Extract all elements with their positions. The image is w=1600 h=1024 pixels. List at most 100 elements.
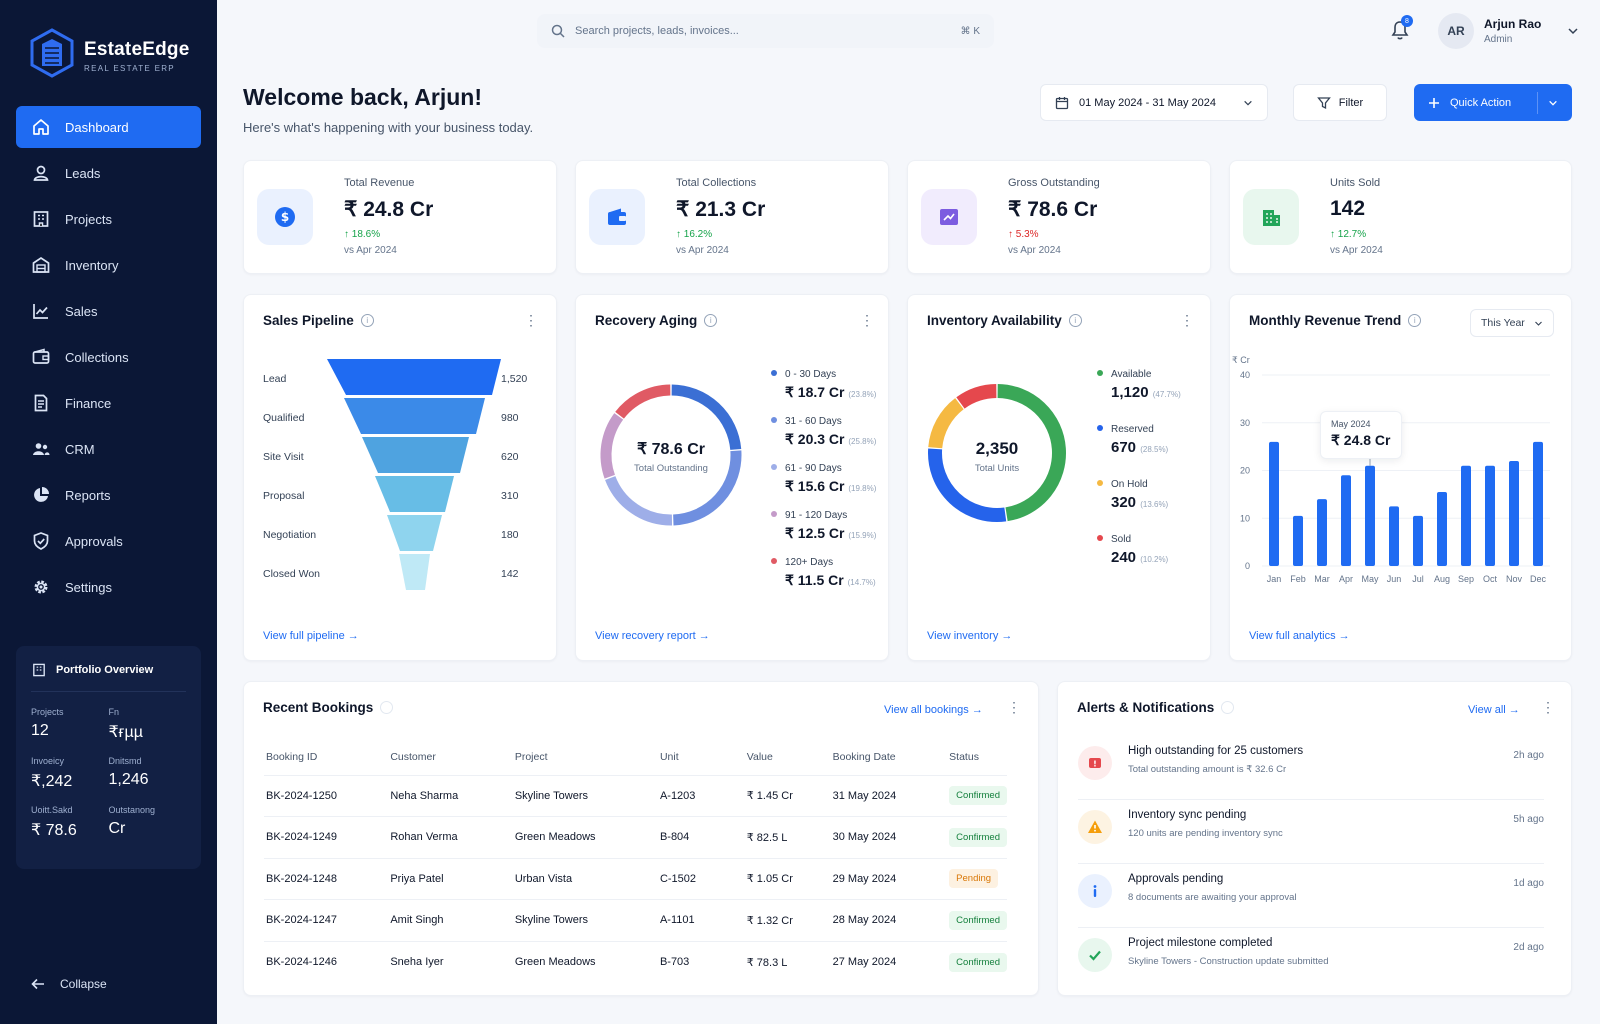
- sidebar-item-dashboard[interactable]: Dashboard: [16, 106, 201, 148]
- funnel-stage-lead[interactable]: [327, 359, 501, 395]
- bar-aug[interactable]: [1437, 491, 1447, 566]
- alert-title: Approvals pending: [1128, 873, 1224, 885]
- brand[interactable]: EstateEdge REAL ESTATE ERP: [30, 28, 189, 83]
- more-options-icon[interactable]: ⋮: [1541, 699, 1555, 715]
- table-row[interactable]: BK-2024-1248 Priya Patel Urban Vista C-1502…: [264, 858, 1007, 900]
- column-header[interactable]: Booking Date: [830, 739, 948, 776]
- date-range-picker[interactable]: 01 May 2024 - 31 May 2024: [1040, 84, 1268, 121]
- more-options-icon[interactable]: ⋮: [1180, 312, 1194, 328]
- sidebar-item-inventory[interactable]: Inventory: [16, 244, 201, 286]
- inventory-donut-segment[interactable]: [956, 384, 997, 409]
- table-row[interactable]: BK-2024-1249 Rohan Verma Green Meadows B-80…: [264, 816, 1007, 859]
- column-header[interactable]: Status: [947, 739, 1007, 776]
- table-row[interactable]: BK-2024-1250 Neha Sharma Skyline Towers A-1…: [264, 775, 1007, 817]
- view-pipeline-link[interactable]: View full pipeline →: [263, 630, 359, 642]
- column-header[interactable]: Booking ID: [264, 739, 389, 776]
- logo-icon: [30, 28, 74, 83]
- bar-jun[interactable]: [1389, 506, 1399, 566]
- period-select[interactable]: This Year: [1470, 309, 1554, 337]
- info-icon[interactable]: [380, 701, 394, 714]
- quick-action-button[interactable]: Quick Action: [1414, 84, 1572, 121]
- bar-jan[interactable]: [1269, 441, 1279, 566]
- legend-label: 31 - 60 Days: [785, 416, 842, 427]
- info-icon[interactable]: i: [360, 314, 374, 327]
- kpi-card-total-revenue[interactable]: $ Total Revenue ₹ 24.8 Cr ↑ 18.6% vs Apr…: [243, 160, 557, 274]
- info-icon[interactable]: [1221, 701, 1235, 714]
- funnel-stage-negotiation[interactable]: [387, 515, 442, 551]
- card-title-text: Inventory Availability: [927, 313, 1062, 328]
- search-input[interactable]: [575, 25, 951, 37]
- recovery-donut-segment[interactable]: [672, 450, 742, 526]
- bar-mar[interactable]: [1317, 499, 1327, 566]
- column-header[interactable]: Project: [512, 739, 658, 776]
- bar-may[interactable]: [1365, 465, 1375, 566]
- sidebar-item-crm[interactable]: CRM: [16, 428, 201, 470]
- view-recovery-report-link[interactable]: View recovery report →: [595, 630, 710, 642]
- kpi-card-units-sold[interactable]: Units Sold 142 ↑ 12.7% vs Apr 2024: [1229, 160, 1572, 274]
- legend-label: 120+ Days: [785, 557, 834, 568]
- chevron-down-icon[interactable]: [1548, 98, 1558, 108]
- status-cell: Confirmed: [947, 816, 1007, 859]
- view-all-alerts-link[interactable]: View all →: [1468, 704, 1520, 716]
- recovery-donut-segment[interactable]: [605, 475, 673, 526]
- table-row[interactable]: BK-2024-1247 Amit Singh Skyline Towers A-11…: [264, 899, 1007, 942]
- sidebar-item-label: Reports: [65, 487, 111, 503]
- info-icon[interactable]: i: [704, 314, 718, 327]
- recovery-donut-segment[interactable]: [671, 384, 742, 451]
- notifications-button[interactable]: 8: [1391, 15, 1413, 45]
- sidebar-item-finance[interactable]: Finance: [16, 382, 201, 424]
- filter-button[interactable]: Filter: [1293, 84, 1387, 121]
- filter-icon: [1316, 96, 1331, 109]
- info-icon[interactable]: i: [1068, 314, 1082, 327]
- bar-nov[interactable]: [1509, 460, 1519, 566]
- legend-dot: [771, 511, 777, 517]
- alert-item[interactable]: ! High outstanding for 25 customers Tota…: [1078, 738, 1544, 800]
- alert-item[interactable]: Project milestone completed Skyline Towe…: [1078, 930, 1544, 992]
- sidebar-item-sales[interactable]: Sales: [16, 290, 201, 332]
- info-icon[interactable]: i: [1408, 314, 1422, 327]
- inventory-donut-segment[interactable]: [928, 448, 1007, 522]
- user-menu[interactable]: AR Arjun Rao Admin: [1438, 13, 1579, 49]
- bar-jul[interactable]: [1413, 515, 1423, 566]
- sidebar-item-leads[interactable]: Leads: [16, 152, 201, 194]
- funnel-stage-site-visit[interactable]: [362, 437, 469, 473]
- view-inventory-link[interactable]: View inventory →: [927, 630, 1013, 642]
- more-options-icon[interactable]: ⋮: [860, 312, 874, 328]
- recovery-donut-segment[interactable]: [615, 384, 671, 419]
- legend-dot: [1097, 480, 1103, 486]
- sidebar-item-projects[interactable]: Projects: [16, 198, 201, 240]
- sidebar-item-approvals[interactable]: Approvals: [16, 520, 201, 562]
- alert-item[interactable]: Approvals pending 8 documents are awaiti…: [1078, 866, 1544, 928]
- sidebar-item-collections[interactable]: Collections: [16, 336, 201, 378]
- kpi-card-gross-outstanding[interactable]: Gross Outstanding ₹ 78.6 Cr ↑ 5.3% vs Ap…: [907, 160, 1211, 274]
- bar-feb[interactable]: [1293, 515, 1303, 566]
- recovery-donut-segment[interactable]: [600, 413, 624, 479]
- plus-icon: [1429, 97, 1439, 108]
- project: Green Meadows: [514, 956, 596, 968]
- funnel-label: Site Visit: [263, 451, 304, 463]
- table-row[interactable]: BK-2024-1246 Sneha Iyer Green Meadows B-703…: [264, 941, 1007, 983]
- more-options-icon[interactable]: ⋮: [1007, 699, 1021, 715]
- bar-dec[interactable]: [1533, 441, 1543, 566]
- inventory-donut-segment[interactable]: [928, 398, 964, 449]
- bar-sep[interactable]: [1461, 465, 1471, 566]
- more-options-icon[interactable]: ⋮: [524, 312, 538, 328]
- sidebar-item-reports[interactable]: Reports: [16, 474, 201, 516]
- column-header[interactable]: Customer: [388, 739, 513, 776]
- kpi-card-total-collections[interactable]: Total Collections ₹ 21.3 Cr ↑ 16.2% vs A…: [575, 160, 889, 274]
- view-analytics-link[interactable]: View full analytics →: [1249, 630, 1350, 642]
- column-header[interactable]: Unit: [657, 739, 745, 776]
- bar-oct[interactable]: [1485, 465, 1495, 566]
- collapse-button[interactable]: Collapse: [30, 976, 107, 992]
- funnel-stage-qualified[interactable]: [344, 398, 485, 434]
- card-title: Recovery Aging i: [595, 313, 718, 328]
- page-title: Welcome back, Arjun!: [243, 84, 483, 110]
- funnel-stage-proposal[interactable]: [375, 476, 454, 512]
- column-header[interactable]: Value: [744, 739, 831, 776]
- view-all-bookings-link[interactable]: View all bookings →: [884, 704, 983, 716]
- funnel-stage-closed-won[interactable]: [399, 554, 430, 590]
- bar-apr[interactable]: [1341, 475, 1351, 566]
- alert-item[interactable]: Inventory sync pending 120 units are pen…: [1078, 802, 1544, 864]
- sidebar-item-settings[interactable]: Settings: [16, 566, 201, 608]
- inventory-donut-segment[interactable]: [997, 384, 1066, 522]
